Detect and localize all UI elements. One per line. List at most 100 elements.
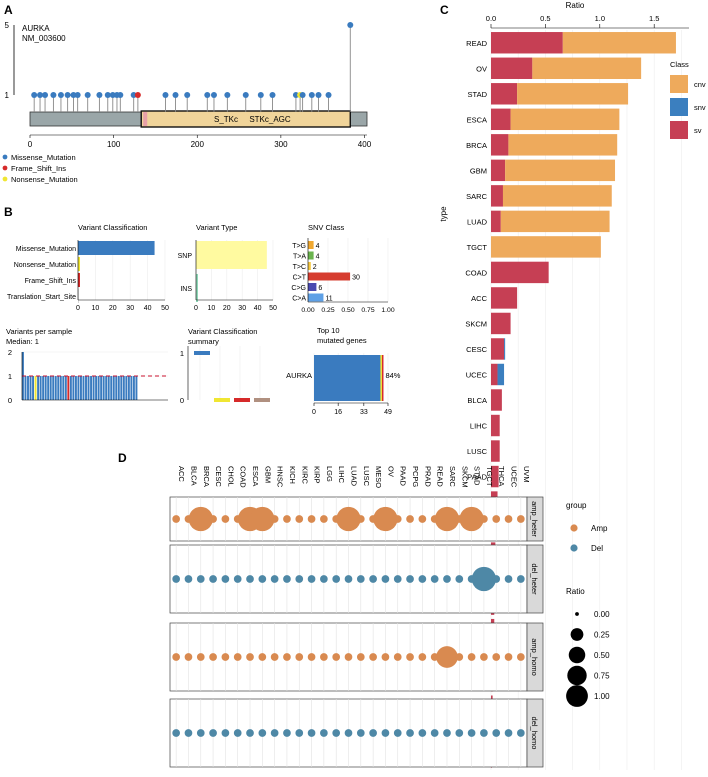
data-dot [233, 729, 242, 737]
data-dot [172, 653, 181, 661]
data-dot [393, 729, 402, 737]
sample-bar [112, 376, 115, 400]
lollipop-head [96, 92, 103, 98]
sample-bar [57, 376, 60, 400]
category-label: Missense_Mutation [16, 246, 76, 253]
lollipop-head [84, 92, 91, 98]
sample-bar [29, 376, 32, 400]
y-tick-label: 2 [8, 348, 12, 357]
bar [308, 262, 311, 270]
data-dot [356, 729, 365, 737]
x-tick-label: 33 [360, 409, 368, 416]
legend-label: Frame_Shift_Ins [11, 164, 66, 173]
category-label: Translation_Start_Site [7, 294, 76, 301]
data-dot [307, 653, 316, 661]
x-tick-label: 0.75 [361, 307, 374, 314]
lollipop-head [134, 92, 141, 98]
bar [308, 283, 317, 291]
category-label: STAD [468, 90, 488, 99]
sample-bar [102, 376, 105, 400]
stacked-bar-segment [491, 389, 502, 411]
category-label: LUAD [467, 217, 488, 226]
category-label: LUSC [362, 466, 371, 487]
y-tick-label: 1 [180, 349, 184, 358]
lollipop-head [117, 92, 124, 98]
category-label: PRAD [423, 466, 432, 487]
sample-bar [85, 376, 87, 400]
sample-bar [105, 376, 108, 400]
lollipop-head [37, 92, 44, 98]
x-tick-label: 100 [107, 140, 121, 149]
data-dot [516, 653, 525, 661]
panel-label-a: A [4, 3, 13, 17]
y-tick-label: 1 [5, 91, 10, 100]
chart-title: Top 10 [317, 326, 340, 335]
category-label: MESO [374, 466, 383, 488]
data-dot [344, 653, 353, 661]
data-dot [221, 653, 230, 661]
category-label: LIHC [337, 466, 346, 484]
data-dot [480, 515, 488, 523]
data-dot [480, 729, 488, 737]
data-dot [172, 515, 181, 523]
legend-dot [2, 176, 8, 182]
category-label: Nonsense_Mutation [14, 262, 76, 269]
sample-bar [54, 376, 57, 400]
data-dot [492, 575, 501, 583]
x-tick-label: 16 [334, 409, 342, 416]
stacked-segment [381, 355, 384, 401]
legend-label: 1.00 [594, 692, 610, 701]
lollipop-head [70, 92, 77, 98]
lollipop-head [257, 92, 264, 98]
data-label: 11 [325, 296, 332, 303]
lollipop-head [31, 92, 38, 98]
data-dot [381, 653, 390, 661]
data-dot [492, 515, 501, 523]
category-label: BLCA [189, 466, 198, 486]
data-dot [184, 729, 193, 737]
category-label: UCEC [510, 466, 519, 488]
x-tick-label: 50 [161, 305, 169, 312]
category-label: THCA [497, 466, 506, 486]
category-label: T>G [292, 243, 306, 250]
data-dot [336, 506, 361, 532]
legend-label: Missense_Mutation [11, 153, 76, 162]
data-dot [283, 575, 291, 583]
panel-label-d: D [118, 451, 127, 465]
data-dot [455, 575, 464, 583]
stacked-bar-segment [532, 57, 642, 79]
lollipop-head [104, 92, 111, 98]
data-dot [434, 506, 460, 532]
facet-strip-label: del_heter [530, 563, 539, 595]
facet-strip [526, 698, 544, 768]
sample-bar [100, 376, 103, 400]
x-tick-label: 20 [223, 305, 231, 312]
data-dot [504, 515, 513, 523]
sample-bar [72, 376, 75, 400]
bar [196, 274, 198, 302]
data-dot [430, 729, 439, 737]
x-tick-label: 10 [208, 305, 216, 312]
x-tick-label: 0.5 [540, 14, 550, 23]
x-axis-title: Ratio [566, 1, 585, 10]
sample-bar [82, 376, 85, 400]
ratio-bar-panel: Ratio 0.0 0.5 1.0 1.5 type READ OV STAD ESCA BRCA G… [439, 1, 706, 770]
sample-bar [92, 376, 95, 400]
stacked-bar-segment [491, 363, 498, 386]
stacked-segment [314, 355, 381, 401]
lollipop-head [325, 92, 332, 98]
data-dot [356, 575, 365, 583]
data-dot [373, 506, 398, 532]
sample-bar [34, 376, 37, 400]
data-dot [516, 729, 525, 737]
category-label: LUSC [467, 447, 488, 456]
category-label: KIRP [313, 466, 322, 484]
category-label: BLCA [467, 396, 487, 405]
category-label: LGG [325, 466, 334, 482]
stacked-bar-segment [500, 210, 610, 233]
data-dot [283, 515, 291, 523]
legend-dot [2, 165, 8, 171]
lollipop-head [315, 92, 322, 98]
data-dot [344, 729, 353, 737]
